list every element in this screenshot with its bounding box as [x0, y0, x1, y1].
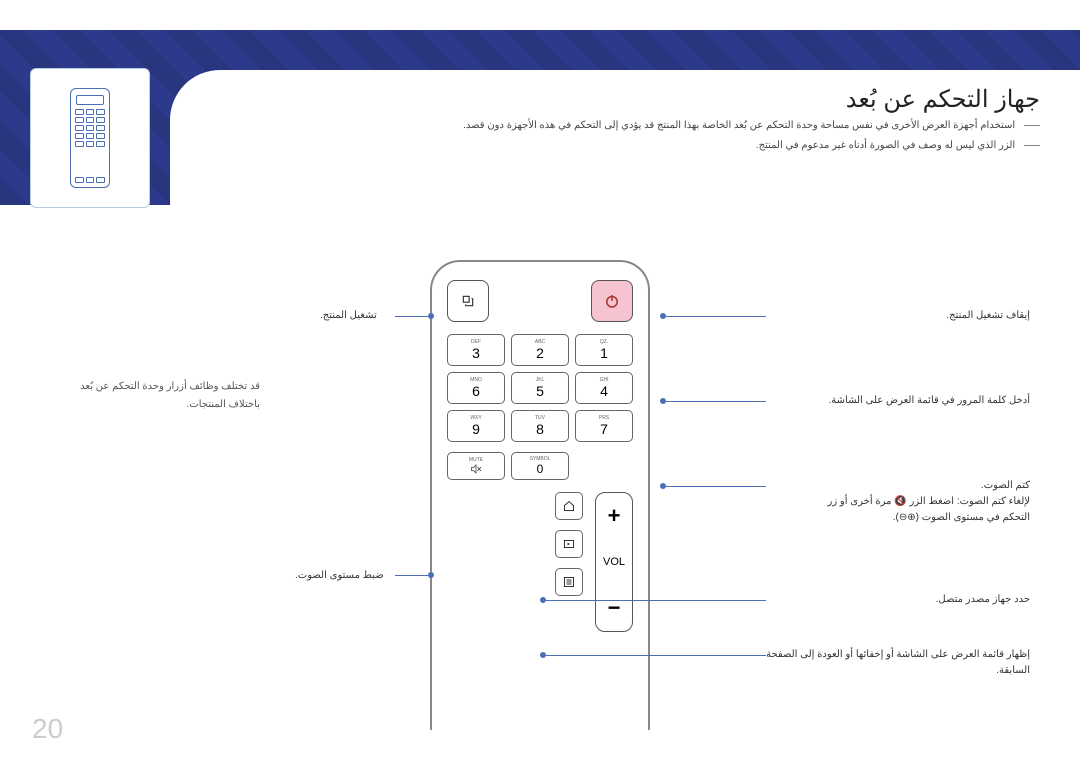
dash-icon [1024, 125, 1040, 126]
lead-dot [428, 313, 434, 319]
keypad-key-2: ABC2 [511, 334, 569, 366]
keypad-key-7: PRS7 [575, 410, 633, 442]
menu-button [555, 568, 583, 596]
page-number: 20 [32, 713, 63, 745]
warning-1: استخدام أجهزة العرض الأخرى في نفس مساحة … [463, 120, 1040, 131]
callout-source: حدد جهاز مصدر متصل. [780, 592, 1030, 608]
left-note-text: قد تختلف وظائف أزرار وحدة التحكم عن بُعد… [80, 381, 260, 410]
menu-icon [563, 576, 575, 588]
lead-line [546, 655, 766, 656]
home-icon [563, 500, 575, 512]
callout-menu: إظهار قائمة العرض على الشاشة أو إخفائها … [760, 647, 1030, 679]
page-title: جهاز التحكم عن بُعد [846, 85, 1040, 114]
keypad-key-5: JKL5 [511, 372, 569, 404]
warning-2: الزر الذي ليس له وصف في الصورة أدناه غير… [756, 140, 1040, 151]
home-button [555, 492, 583, 520]
vol-minus-icon: − [608, 595, 621, 621]
dash-icon [1024, 145, 1040, 146]
lead-line [666, 316, 766, 317]
source-top-icon [461, 294, 475, 308]
lead-line [666, 401, 766, 402]
side-buttons [555, 492, 583, 632]
mute-key: MUTE [447, 452, 505, 480]
vol-plus-icon: + [608, 503, 621, 529]
keypad-key-3: DEF3 [447, 334, 505, 366]
source-button [555, 530, 583, 558]
symbol-row: SYMBOL 0 MUTE [447, 452, 633, 480]
keypad-key-6: MNO6 [447, 372, 505, 404]
callout-mute: كتم الصوت. لإلغاء كتم الصوت: اضغط الزر 🔇… [770, 478, 1030, 526]
callout-mute-main: كتم الصوت. [770, 478, 1030, 494]
keypad-key-8: TUV8 [511, 410, 569, 442]
remote-diagram: .QZ1ABC2DEF3 GHI4JKL5MNO6 PRS7TUV8WXY9 SYM… [430, 260, 650, 730]
chapter-thumbnail [30, 68, 150, 208]
warning-2-text: الزر الذي ليس له وصف في الصورة أدناه غير… [756, 140, 1015, 151]
left-note: قد تختلف وظائف أزرار وحدة التحكم عن بُعد… [70, 378, 260, 414]
page: جهاز التحكم عن بُعد استخدام أجهزة العرض … [0, 0, 1080, 763]
lead-dot [428, 572, 434, 578]
callout-passcode: أدخل كلمة المرور في قائمة العرض على الشا… [770, 393, 1030, 409]
callout-mute-sub2: التحكم في مستوى الصوت (⊕⊖). [770, 510, 1030, 526]
source-icon [563, 538, 575, 550]
callout-volume: ضبط مستوى الصوت. [295, 568, 415, 584]
volume-rocker: + VOL − [595, 492, 633, 632]
power-icon [603, 292, 621, 310]
callout-power-off: إيقاف تشغيل المنتج. [780, 308, 1030, 324]
keypad-key-1: .QZ1 [575, 334, 633, 366]
volume-area: + VOL − [447, 492, 633, 632]
mute-icon [469, 463, 483, 475]
source-top-button [447, 280, 489, 322]
keypad: .QZ1ABC2DEF3 GHI4JKL5MNO6 PRS7TUV8WXY9 [447, 334, 633, 442]
lead-line [546, 600, 766, 601]
lead-line [395, 575, 428, 576]
vol-label: VOL [603, 556, 625, 568]
keypad-key-4: GHI4 [575, 372, 633, 404]
remote-top-row [447, 280, 633, 322]
warning-1-text: استخدام أجهزة العرض الأخرى في نفس مساحة … [463, 120, 1015, 131]
callout-mute-sub1: لإلغاء كتم الصوت: اضغط الزر 🔇 مرة أخرى أ… [770, 494, 1030, 510]
thumbnail-remote-icon [70, 88, 110, 188]
zero-key: 0 [537, 462, 544, 476]
power-button [591, 280, 633, 322]
lead-line [666, 486, 766, 487]
lead-line [395, 316, 428, 317]
keypad-key-9: WXY9 [447, 410, 505, 442]
symbol-key: SYMBOL 0 [511, 452, 569, 480]
